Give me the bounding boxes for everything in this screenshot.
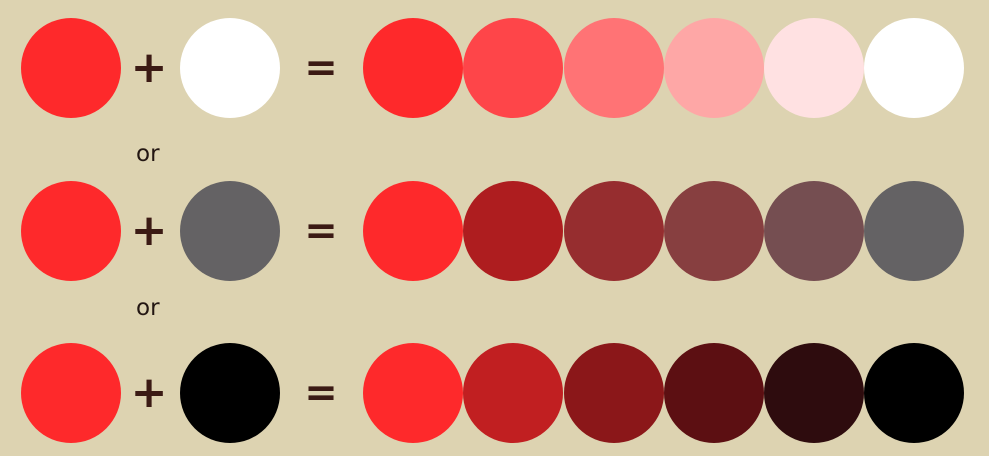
plus-sign: +: [130, 367, 168, 418]
mix-row-white: + =: [0, 18, 989, 118]
result-swatch: [363, 18, 463, 118]
result-swatch: [664, 181, 764, 281]
result-swatches: [363, 181, 973, 281]
mix-row-black: + =: [0, 343, 989, 443]
base-color-swatch: [21, 343, 121, 443]
result-swatch: [764, 343, 864, 443]
result-swatch: [864, 343, 964, 443]
result-swatch: [463, 343, 563, 443]
result-swatch: [664, 343, 764, 443]
equals-sign: =: [304, 208, 338, 254]
mixer-color-swatch: [180, 18, 280, 118]
result-swatch: [564, 181, 664, 281]
equals-sign: =: [304, 45, 338, 91]
plus-sign: +: [130, 205, 168, 256]
mixer-color-swatch: [180, 343, 280, 443]
or-connector: or: [136, 295, 160, 321]
equals-sign: =: [304, 370, 338, 416]
result-swatch: [564, 343, 664, 443]
plus-sign: +: [130, 42, 168, 93]
base-color-swatch: [21, 18, 121, 118]
result-swatch: [664, 18, 764, 118]
base-color-swatch: [21, 181, 121, 281]
result-swatch: [864, 18, 964, 118]
result-swatches: [363, 18, 973, 118]
result-swatches: [363, 343, 973, 443]
result-swatch: [363, 343, 463, 443]
result-swatch: [764, 18, 864, 118]
or-connector: or: [136, 141, 160, 167]
result-swatch: [564, 18, 664, 118]
mix-row-gray: + =: [0, 181, 989, 281]
mixer-color-swatch: [180, 181, 280, 281]
result-swatch: [764, 181, 864, 281]
result-swatch: [363, 181, 463, 281]
result-swatch: [864, 181, 964, 281]
result-swatch: [463, 181, 563, 281]
result-swatch: [463, 18, 563, 118]
